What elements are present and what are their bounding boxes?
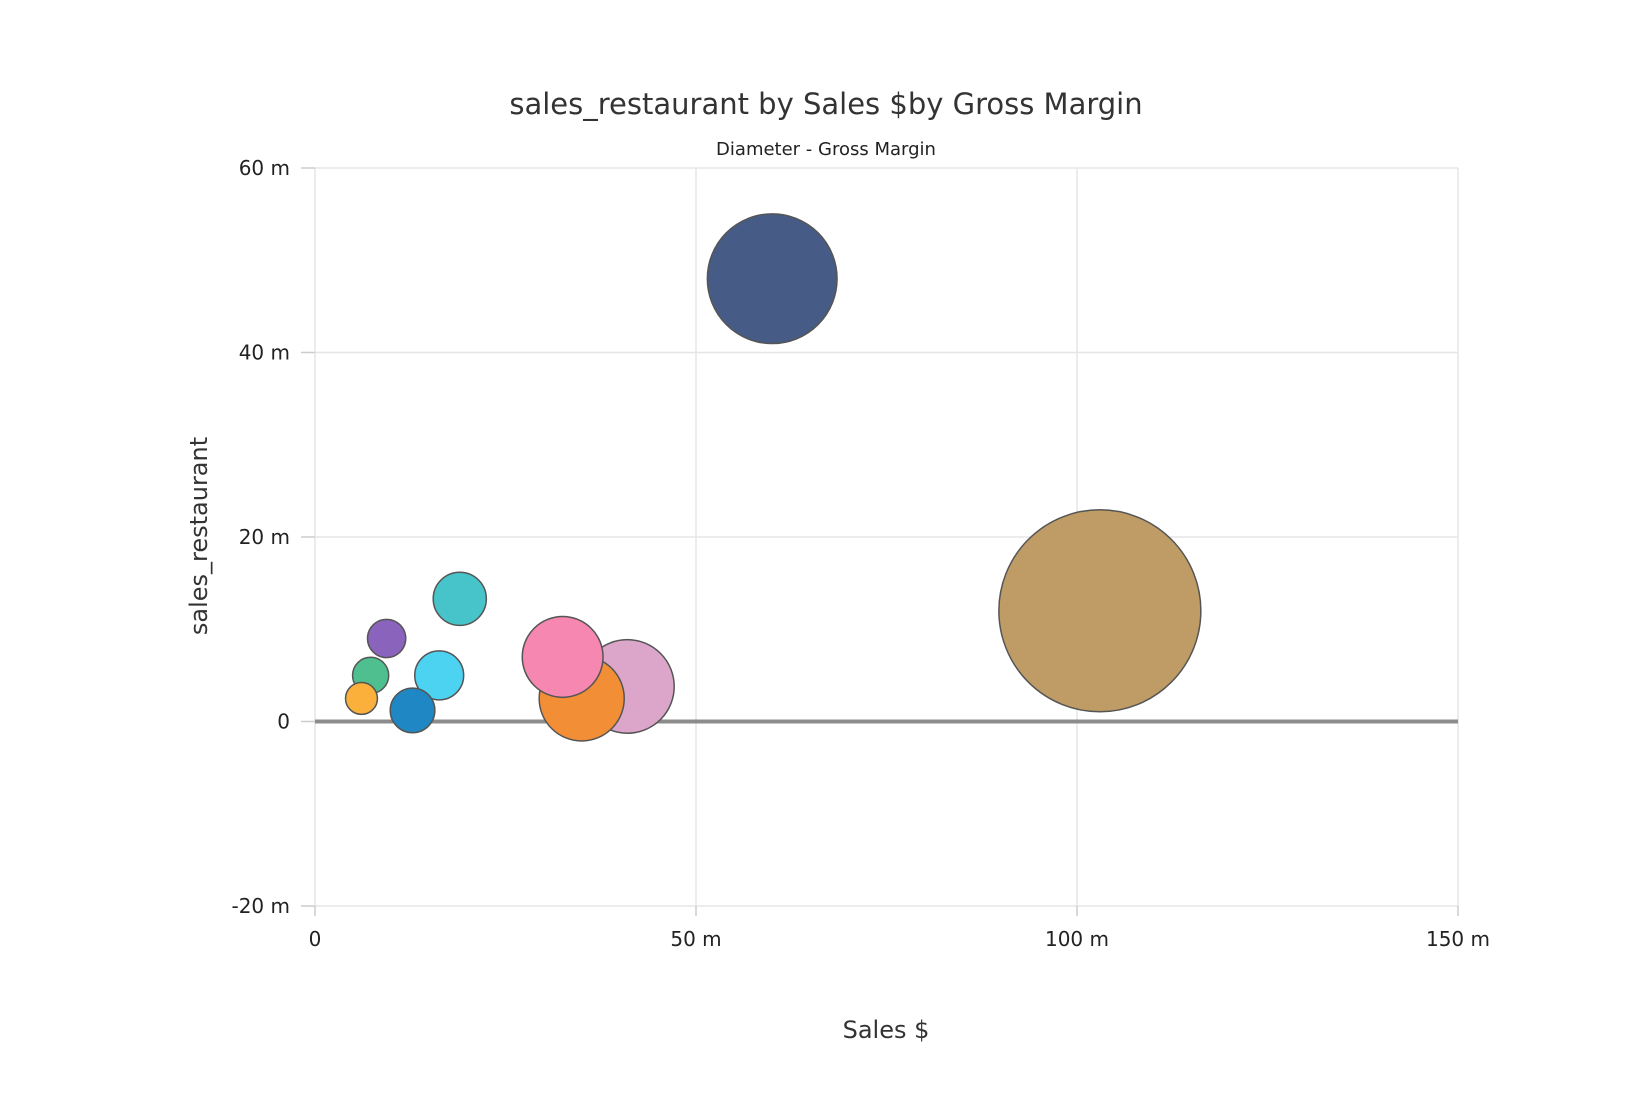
axis-ticks: -20 m 0 20 m 40 m 60 m 0 50 m 100 m 150 m xyxy=(231,156,1490,951)
x-tick-label: 50 m xyxy=(670,927,721,951)
data-bubble[interactable] xyxy=(706,213,838,345)
data-bubble[interactable] xyxy=(389,687,436,734)
y-tick-label: -20 m xyxy=(231,894,290,918)
chart-subtitle: Diameter - Gross Margin xyxy=(716,139,936,160)
data-bubble[interactable] xyxy=(414,650,465,701)
y-tick-label: 60 m xyxy=(239,156,290,180)
grid-lines xyxy=(314,167,1459,907)
y-tick-label: 20 m xyxy=(239,525,290,549)
data-bubble[interactable] xyxy=(998,509,1202,713)
bubbles xyxy=(344,213,1202,742)
data-bubble[interactable] xyxy=(366,618,407,659)
x-tick-label: 150 m xyxy=(1426,927,1490,951)
x-axis-label: Sales $ xyxy=(843,1016,930,1044)
y-tick-label: 0 xyxy=(277,710,290,734)
chart-title: sales_restaurant by Sales $by Gross Marg… xyxy=(509,87,1142,121)
data-bubble[interactable] xyxy=(521,615,604,699)
x-tick-label: 100 m xyxy=(1045,927,1109,951)
data-bubble[interactable] xyxy=(432,571,488,627)
y-axis-label: sales_restaurant xyxy=(185,437,213,635)
y-tick-label: 40 m xyxy=(239,341,290,365)
data-bubble[interactable] xyxy=(344,681,379,716)
x-tick-label: 0 xyxy=(309,927,322,951)
